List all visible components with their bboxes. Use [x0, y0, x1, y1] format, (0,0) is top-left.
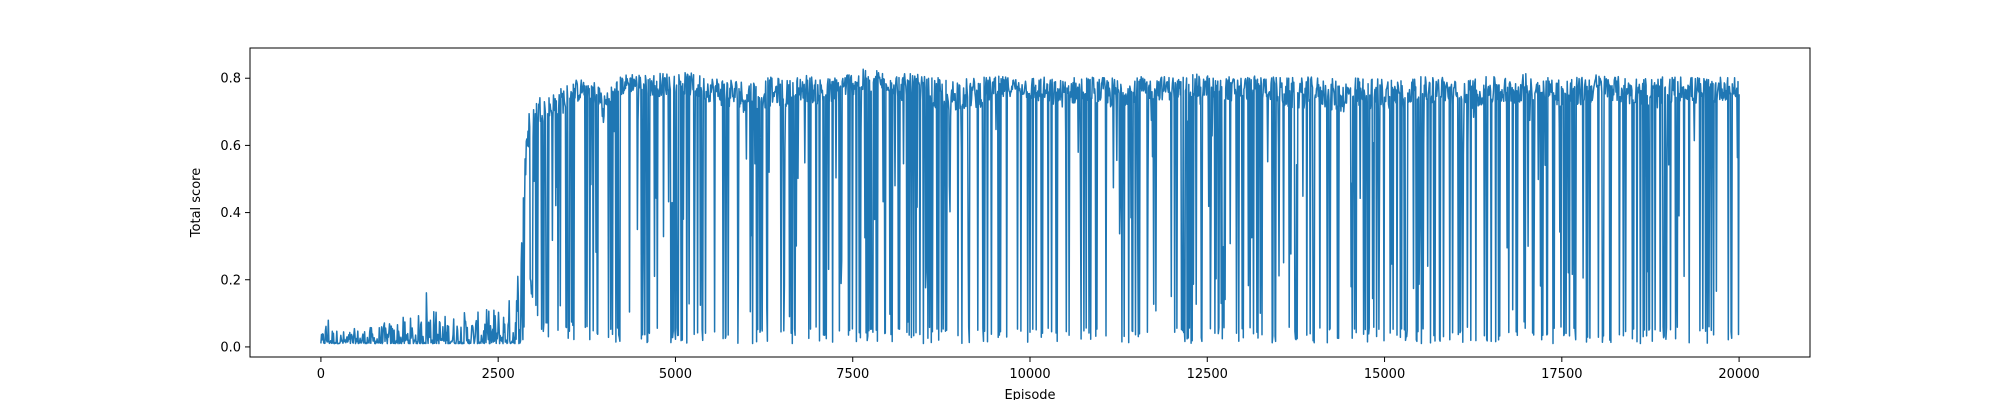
x-tick-label: 2500: [482, 367, 515, 382]
x-tick-label: 15000: [1364, 367, 1405, 382]
x-tick-label: 20000: [1718, 367, 1759, 382]
x-axis: 0 2500 5000 7500 10000 12500 15000 17500 20000: [317, 357, 1760, 382]
x-tick-label: 17500: [1541, 367, 1582, 382]
x-tick-label: 12500: [1187, 367, 1228, 382]
y-axis-label: Total score: [189, 168, 204, 238]
y-axis: 0.0 0.2 0.4 0.6 0.8: [220, 72, 250, 355]
y-tick-label: 0.2: [220, 273, 241, 288]
x-tick-label: 10000: [1009, 367, 1050, 382]
y-tick-label: 0.6: [220, 139, 241, 154]
series-layer: [320, 68, 1740, 345]
series-line: [320, 68, 1740, 345]
y-tick-label: 0.0: [220, 340, 241, 355]
x-tick-label: 5000: [659, 367, 692, 382]
y-tick-label: 0.4: [220, 206, 241, 221]
x-tick-label: 7500: [836, 367, 869, 382]
x-tick-label: 0: [317, 367, 325, 382]
x-axis-label: Episode: [1004, 388, 1055, 400]
y-tick-label: 0.8: [220, 72, 241, 87]
